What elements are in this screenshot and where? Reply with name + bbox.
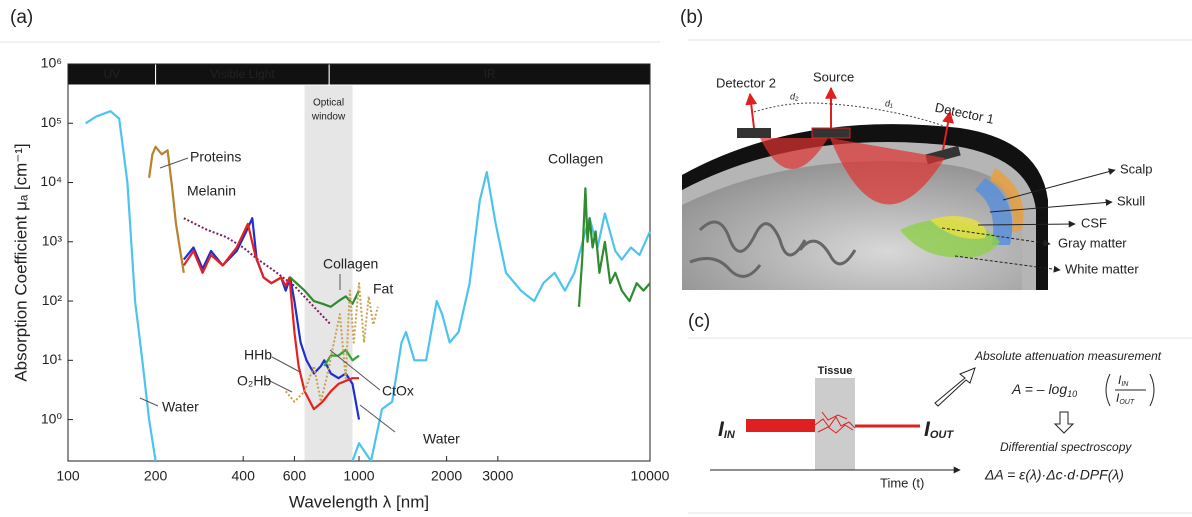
formula: IOUT <box>1116 391 1135 406</box>
label: Scalp <box>1120 161 1153 176</box>
leader-line <box>267 379 293 393</box>
scattering <box>814 411 856 434</box>
leader <box>977 220 1076 228</box>
sulci <box>689 220 857 278</box>
optical-window-label: Optical <box>313 98 344 109</box>
x-tick-label: 100 <box>56 468 80 484</box>
series-line <box>148 145 185 273</box>
leader <box>989 199 1113 213</box>
label: Detector 2 <box>716 75 776 90</box>
arrow <box>745 92 758 129</box>
series-label: Melanin <box>187 183 236 199</box>
distance <box>753 102 832 113</box>
leader-line <box>271 356 301 373</box>
leader <box>1002 168 1116 201</box>
label: Tissue <box>818 365 853 377</box>
band-label: IR <box>484 67 496 81</box>
label: Skull <box>1117 193 1145 208</box>
leader-line <box>359 404 396 433</box>
optical-window <box>304 85 353 461</box>
series-label: Fat <box>373 281 393 297</box>
label: Time (t) <box>880 475 924 490</box>
panel-label: (b) <box>680 7 703 28</box>
label: d₁ <box>885 98 893 108</box>
series-label: CtOx <box>382 383 414 399</box>
y-tick-label: 10⁵ <box>41 114 62 130</box>
panel-label: (c) <box>688 311 710 332</box>
open-arrow <box>934 367 976 407</box>
y-tick-label: 10⁰ <box>41 410 63 426</box>
panel-c: Tissue Time (t) IIN IOUT Absolute attenu… <box>710 349 1162 490</box>
detector <box>737 128 771 138</box>
y-tick-label: 10³ <box>42 232 63 248</box>
open-arrow <box>1053 411 1075 434</box>
distance <box>830 103 945 127</box>
x-tick-label: 10000 <box>631 468 670 484</box>
label: Absolute attenuation measurement <box>974 349 1162 363</box>
tissue <box>815 378 855 470</box>
series-line <box>284 282 379 403</box>
scalp-highlight <box>990 168 1024 232</box>
band-label: Visible Light <box>210 67 275 81</box>
gray-matter-highlight <box>930 216 987 239</box>
formula: ΔA = ε(λ)·Δc·d·DPF(λ) <box>984 467 1124 483</box>
series-line <box>85 110 652 461</box>
series-label: Proteins <box>190 149 241 165</box>
source <box>811 127 851 139</box>
formula: A = – log10 <box>1011 381 1077 400</box>
incident-beam <box>746 419 815 432</box>
panel-label: (a) <box>10 7 33 28</box>
series-line <box>323 348 360 367</box>
label: IIN <box>718 418 736 441</box>
label: IOUT <box>924 418 954 441</box>
leader <box>954 255 1061 273</box>
label: Source <box>813 69 854 84</box>
chart-a: Optical window UV Visible Light IR 10⁰ 10¹ 10² 1… <box>11 55 669 512</box>
label: White matter <box>1065 261 1139 276</box>
optical-window-label: window <box>311 112 346 123</box>
series-line <box>289 187 651 308</box>
y-tick-label: 10⁴ <box>40 173 62 189</box>
series-label: Water <box>423 431 460 447</box>
leader <box>941 227 1051 247</box>
leader-line <box>329 349 381 391</box>
panel-b: Detector 2 Source Detector 1 d₂ d₁ Scalp… <box>682 69 1153 291</box>
light-path <box>830 138 945 205</box>
x-tick-label: 2000 <box>431 468 462 484</box>
series-label: Water <box>162 399 199 415</box>
x-axis-label: Wavelength λ [nm] <box>289 492 429 511</box>
label: Gray matter <box>1058 235 1127 250</box>
leader-line <box>139 397 159 407</box>
formula: IIN <box>1118 373 1129 388</box>
x-tick-label: 3000 <box>482 468 513 484</box>
parenthesis <box>1105 373 1155 407</box>
x-tick-label: 200 <box>144 468 168 484</box>
series-line <box>182 222 359 411</box>
series-label: Collagen <box>548 151 603 167</box>
series-label: HHb <box>244 347 272 363</box>
x-tick-label: 600 <box>283 468 307 484</box>
band-label: UV <box>103 67 120 81</box>
x-tick-label: 400 <box>232 468 256 484</box>
plot-area <box>85 110 652 461</box>
label: Differential spectroscopy <box>1000 440 1132 454</box>
y-tick-label: 10¹ <box>42 351 63 367</box>
light-path <box>760 138 828 169</box>
label: d₂ <box>790 91 799 101</box>
y-tick-label: 10² <box>42 292 63 308</box>
label: CSF <box>1081 215 1107 230</box>
series-label: Collagen <box>323 256 378 272</box>
label: Detector 1 <box>934 100 996 127</box>
y-tick-label: 10⁶ <box>41 55 62 71</box>
arrow <box>942 110 954 151</box>
series-label: O₂Hb <box>237 373 271 389</box>
x-tick-label: 1000 <box>343 468 374 484</box>
leader-line <box>159 157 189 169</box>
y-axis-label: Absorption Coefficient μₐ [cm⁻¹] <box>11 143 30 381</box>
brain <box>682 161 1022 290</box>
